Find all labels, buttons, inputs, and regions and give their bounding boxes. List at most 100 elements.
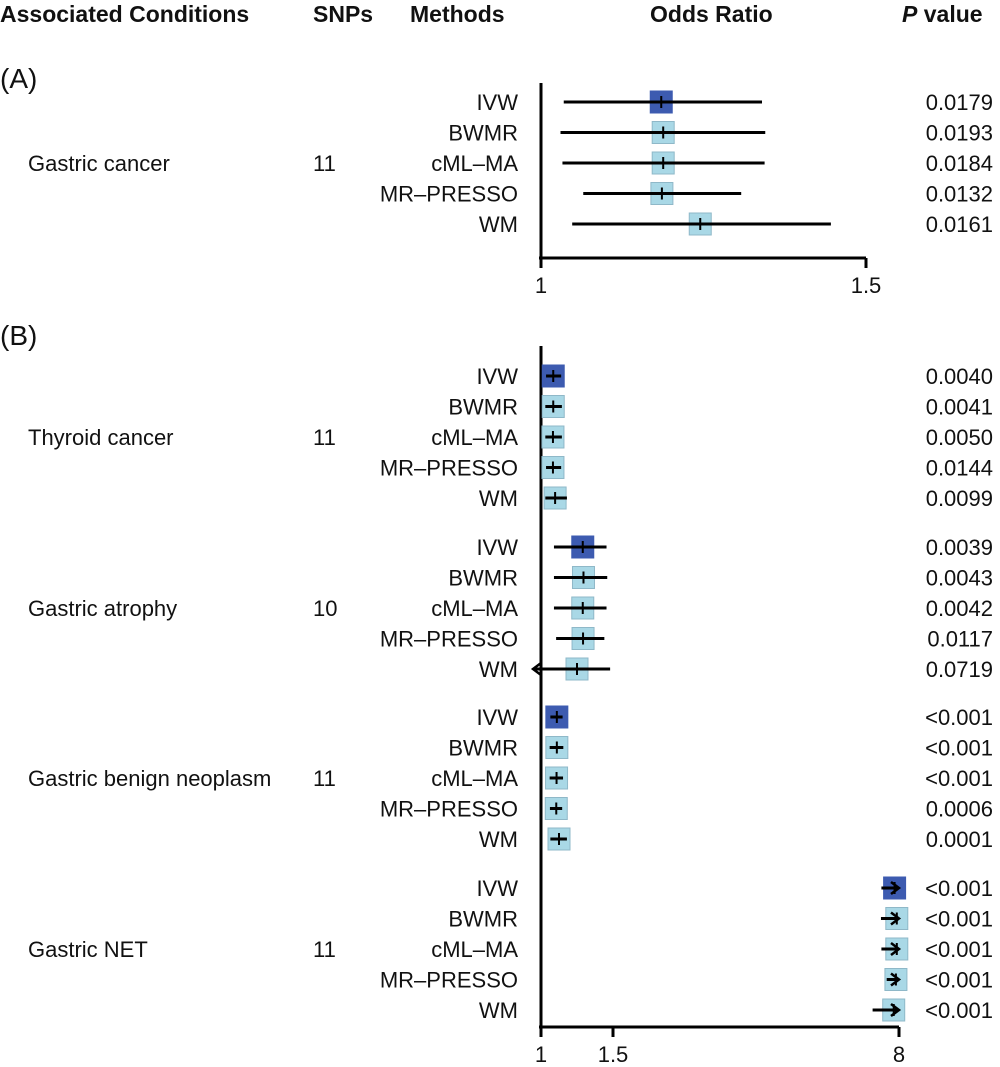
ci-arrow-left: [530, 662, 542, 676]
method-row: BWMR 0.0043: [448, 566, 993, 591]
method-row: MR–PRESSO 0.0006: [380, 797, 993, 822]
p-value: 0.0099: [926, 486, 993, 511]
method-label: BWMR: [448, 121, 518, 146]
method-label: BWMR: [448, 566, 518, 591]
method-row: IVW 0.0039: [476, 535, 993, 560]
method-row: WM 0.0001: [479, 827, 993, 852]
condition-group: Gastric NET 11 IVW <0.001 BWMR <0.001 cML–MA <0…: [28, 876, 993, 1023]
method-row: MR–PRESSO <0.001: [380, 968, 993, 993]
p-value: 0.0050: [926, 425, 993, 450]
ci-arrow-right: [890, 1003, 902, 1017]
snp-count: 11: [313, 937, 336, 962]
method-label: cML–MA: [431, 766, 518, 791]
method-row: MR–PRESSO 0.0132: [380, 182, 993, 207]
method-row: IVW <0.001: [476, 705, 993, 730]
plot-area: (A) 1 1.5 Gastric cancer 11 IVW 0.0179 BWMR 0.01…: [0, 63, 993, 1067]
x-tick-label: 1.5: [851, 273, 882, 298]
x-tick-label: 8: [893, 1042, 905, 1067]
method-label: IVW: [476, 535, 518, 560]
method-label: WM: [479, 486, 518, 511]
condition-label: Gastric NET: [28, 937, 148, 962]
method-label: BWMR: [448, 395, 518, 420]
snp-count: 11: [313, 151, 336, 176]
x-tick-label: 1: [535, 273, 547, 298]
method-label: BWMR: [448, 736, 518, 761]
header-associated-conditions: Associated Conditions: [0, 1, 249, 27]
method-label: cML–MA: [431, 937, 518, 962]
ci-arrow-right: [890, 881, 902, 895]
method-row: BWMR <0.001: [448, 907, 993, 932]
method-row: WM <0.001: [479, 998, 993, 1023]
condition-group: Gastric cancer 11 IVW 0.0179 BWMR 0.0193 cML–M…: [28, 90, 993, 237]
method-row: WM 0.0099: [479, 486, 993, 511]
p-value: 0.0193: [926, 121, 993, 146]
condition-group: Gastric atrophy 10 IVW 0.0039 BWMR 0.0043 cML–…: [28, 535, 993, 682]
method-label: WM: [479, 998, 518, 1023]
method-row: WM 0.0161: [479, 212, 993, 237]
forest-panel: (B) 1 1.5 8 Thyroid cancer 11 IVW 0.0040 BWMR 0.0…: [0, 320, 993, 1067]
p-value: 0.0001: [926, 827, 993, 852]
p-value: 0.0179: [926, 90, 993, 115]
p-value: <0.001: [925, 907, 993, 932]
p-value: <0.001: [925, 766, 993, 791]
p-value: 0.0161: [926, 212, 993, 237]
method-label: cML–MA: [431, 151, 518, 176]
method-label: cML–MA: [431, 596, 518, 621]
header-p-value: P value: [902, 1, 983, 27]
x-tick-label: 1.5: [598, 1042, 629, 1067]
method-label: MR–PRESSO: [380, 797, 518, 822]
method-label: WM: [479, 212, 518, 237]
p-value: 0.0006: [926, 797, 993, 822]
header-snps: SNPs: [313, 1, 373, 27]
p-value: <0.001: [925, 736, 993, 761]
p-value: 0.0040: [926, 364, 993, 389]
method-row: IVW <0.001: [476, 876, 993, 901]
p-value: 0.0117: [927, 627, 993, 652]
method-label: IVW: [476, 876, 518, 901]
panel-label: (B): [0, 320, 37, 351]
method-row: BWMR <0.001: [448, 736, 993, 761]
method-label: MR–PRESSO: [380, 182, 518, 207]
method-label: MR–PRESSO: [380, 627, 518, 652]
p-value: 0.0184: [926, 151, 993, 176]
ci-arrow-right: [890, 911, 902, 926]
method-row: cML–MA 0.0184: [431, 151, 993, 176]
header-value-word: value: [917, 1, 982, 27]
method-label: IVW: [476, 90, 518, 115]
panel-label: (A): [0, 63, 37, 94]
method-row: MR–PRESSO 0.0117: [380, 627, 993, 652]
snp-count: 11: [313, 766, 336, 791]
method-row: cML–MA <0.001: [431, 937, 993, 962]
forest-panel: (A) 1 1.5 Gastric cancer 11 IVW 0.0179 BWMR 0.01…: [0, 63, 993, 298]
column-headers: Associated Conditions SNPs Methods Odds …: [0, 1, 983, 27]
p-value: 0.0719: [926, 657, 993, 682]
method-label: BWMR: [448, 907, 518, 932]
p-value: 0.0039: [926, 535, 993, 560]
p-value: 0.0041: [926, 395, 993, 420]
method-label: cML–MA: [431, 425, 518, 450]
method-row: cML–MA <0.001: [431, 766, 993, 791]
method-row: cML–MA 0.0042: [431, 596, 993, 621]
p-value: <0.001: [925, 705, 993, 730]
condition-label: Thyroid cancer: [28, 425, 174, 450]
method-label: WM: [479, 657, 518, 682]
method-label: WM: [479, 827, 518, 852]
p-value: 0.0132: [926, 182, 993, 207]
condition-label: Gastric benign neoplasm: [28, 766, 271, 791]
condition-label: Gastric cancer: [28, 151, 170, 176]
method-row: BWMR 0.0193: [448, 121, 993, 146]
condition-group: Thyroid cancer 11 IVW 0.0040 BWMR 0.0041 cML–M…: [28, 364, 993, 511]
condition-label: Gastric atrophy: [28, 596, 177, 621]
method-row: cML–MA 0.0050: [431, 425, 993, 450]
p-value: <0.001: [925, 968, 993, 993]
method-label: IVW: [476, 705, 518, 730]
p-value: <0.001: [925, 876, 993, 901]
snp-count: 10: [313, 596, 337, 621]
snp-count: 11: [313, 425, 336, 450]
ci-arrow-right: [890, 942, 902, 956]
x-tick-label: 1: [535, 1042, 547, 1067]
ci-arrow-right: [890, 972, 902, 987]
method-row: IVW 0.0040: [476, 364, 993, 389]
method-row: BWMR 0.0041: [448, 395, 993, 420]
